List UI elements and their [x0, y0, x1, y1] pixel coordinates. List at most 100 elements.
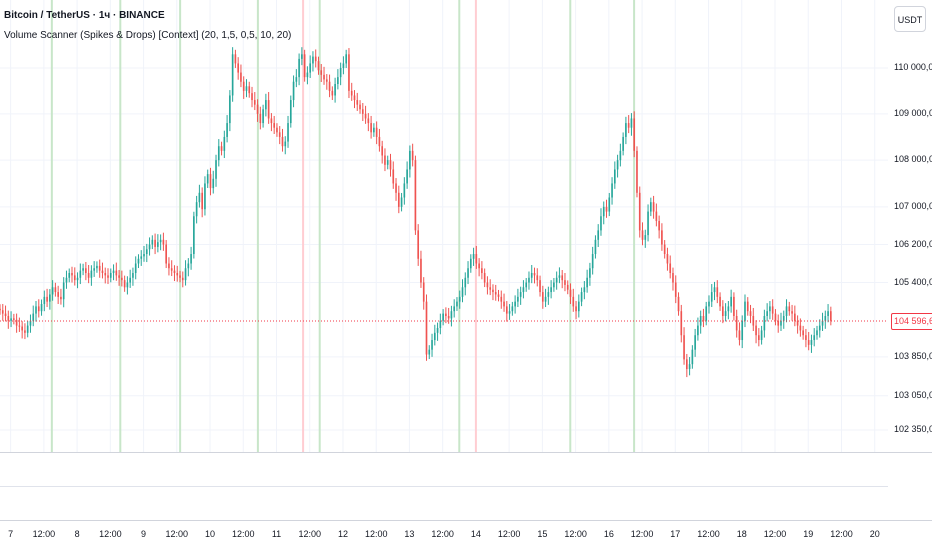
candle-body [29, 320, 32, 326]
candle-body [442, 313, 444, 321]
candle-body [791, 311, 793, 314]
candle-body [411, 150, 414, 161]
volume-spike-marker [458, 0, 461, 452]
candle-body [170, 268, 173, 271]
candle-body [60, 296, 62, 300]
candle-body [575, 306, 577, 312]
candle-body [630, 118, 633, 128]
time-tick-label: 12:00 [830, 529, 853, 539]
candle-body [827, 311, 829, 316]
candle-body [794, 313, 796, 321]
candle-body [187, 263, 190, 269]
candle-body [769, 306, 771, 312]
candle-body [475, 254, 478, 264]
volume-spike-marker [256, 0, 259, 452]
candle-body [647, 211, 649, 236]
candle-body [73, 275, 76, 281]
volume-spike-marker [119, 0, 122, 452]
candle-body [162, 239, 165, 245]
candle-body [253, 100, 256, 105]
candle-body [384, 155, 386, 165]
candle-body [134, 263, 137, 274]
candle-body [760, 330, 763, 341]
candle-body [195, 202, 198, 217]
candle-body [666, 254, 669, 264]
time-tick-label: 10 [205, 529, 216, 539]
last-price-label: 104 596,63 [891, 312, 932, 330]
candle-body [381, 146, 384, 156]
candle-body [65, 277, 68, 283]
candle-body [204, 183, 206, 210]
candle-body [190, 254, 192, 264]
price-axis[interactable]: 110 000,00 109 000,00 108 000,00 107 000,00… [888, 0, 932, 452]
candle-body [702, 315, 705, 321]
candle-body [799, 325, 802, 331]
candle-body [763, 315, 766, 331]
candle-body [425, 301, 428, 355]
candle-body [104, 273, 107, 276]
candle-body [287, 123, 289, 142]
candle-body [486, 282, 489, 288]
candle-body [608, 197, 611, 212]
candle-body [561, 275, 564, 281]
candle-body [522, 287, 525, 293]
candle-body [691, 349, 694, 365]
indicator-legend[interactable]: Volume Scanner (Spikes & Drops) [Context… [4, 30, 292, 41]
candle-body [622, 136, 624, 151]
candle-body [436, 328, 439, 333]
candle-body [49, 294, 51, 302]
candle-body [680, 311, 683, 336]
candle-body [7, 315, 10, 321]
candle-body [572, 296, 575, 307]
candle-body [780, 320, 782, 326]
candle-body [184, 268, 187, 281]
candle-body [276, 127, 278, 133]
candle-body [234, 54, 237, 64]
candle-body [503, 301, 505, 307]
candle-body [744, 301, 746, 321]
candle-body [685, 359, 688, 370]
candle-body [553, 282, 555, 288]
candle-body [129, 277, 131, 283]
candle-body [492, 289, 494, 293]
candle-body [439, 320, 442, 329]
candle-body [397, 192, 400, 207]
time-tick-label: 12:00 [564, 529, 587, 539]
candle-body [782, 315, 785, 321]
candle-body [649, 202, 652, 212]
time-axis[interactable]: 7 12:00 8 12:00 9 12:00 10 12:00 11 12:00 12 12:00 1… [0, 520, 932, 551]
candle-body [370, 123, 372, 133]
candle-body [500, 296, 503, 302]
candle-body [586, 277, 588, 288]
candle-body [727, 306, 730, 312]
volume-spike-marker [569, 0, 572, 452]
candle-body [237, 63, 240, 73]
time-tick-label: 12:00 [32, 529, 56, 539]
price-tick-label: 105 400,00 [894, 276, 932, 287]
candle-body [165, 244, 167, 264]
candle-body [600, 216, 602, 231]
price-chart-plot[interactable] [0, 0, 888, 452]
volume-spike-marker [318, 0, 321, 452]
candle-body [505, 306, 508, 314]
candlestick-chart[interactable] [0, 0, 888, 452]
candle-body [724, 311, 727, 316]
candle-body [284, 141, 287, 147]
candle-body [672, 273, 674, 283]
candle-body [328, 81, 331, 91]
volume-spike-marker [50, 0, 53, 452]
candle-body [456, 301, 458, 307]
candle-body [101, 270, 104, 274]
time-tick-label: 12 [337, 529, 348, 539]
pane-separator[interactable] [0, 452, 932, 453]
candle-body [176, 273, 179, 276]
currency-button[interactable]: USDT [894, 6, 926, 32]
candle-body [594, 239, 597, 255]
candle-body [13, 318, 15, 320]
candle-body [295, 77, 298, 82]
candle-body [348, 54, 350, 91]
candle-body [51, 287, 54, 295]
candle-body [15, 319, 18, 326]
candle-body [539, 280, 541, 293]
volume-drop-marker [474, 0, 477, 452]
